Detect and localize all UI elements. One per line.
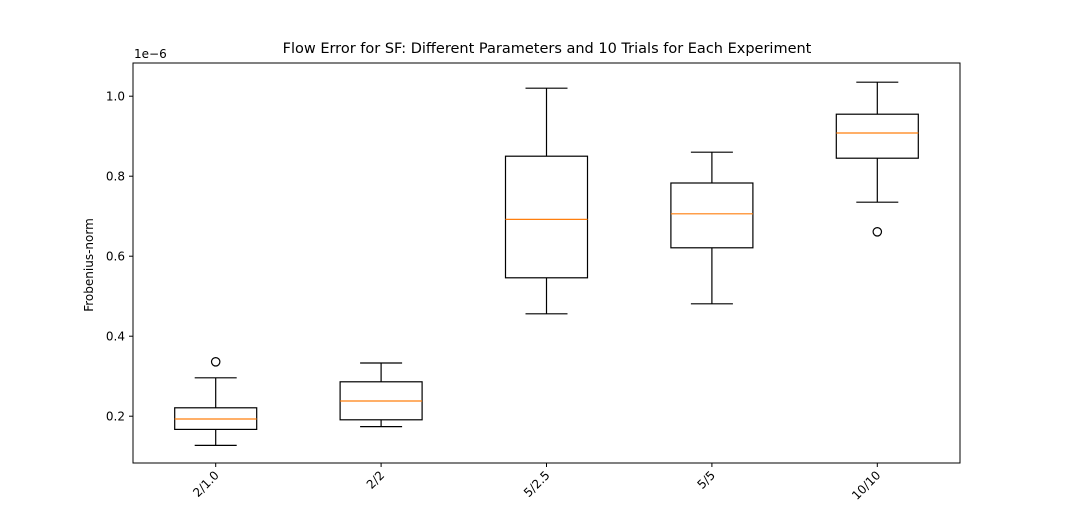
box-iqr bbox=[670, 182, 754, 249]
y-tick-label: 0.8 bbox=[106, 170, 125, 184]
y-tick-label: 0.4 bbox=[106, 330, 125, 344]
y-tick-label: 0.2 bbox=[106, 410, 125, 424]
box-iqr bbox=[835, 113, 919, 159]
chart-title: Flow Error for SF: Different Parameters … bbox=[283, 41, 812, 57]
y-tick-label: 1.0 bbox=[106, 90, 125, 104]
box-iqr bbox=[504, 155, 589, 279]
y-axis-label: Frobenius-norm bbox=[82, 218, 96, 312]
outlier-point bbox=[210, 356, 221, 367]
y-axis-offset-text: 1e−6 bbox=[134, 47, 167, 61]
y-tick-label: 0.6 bbox=[106, 250, 125, 264]
plot-frame bbox=[132, 62, 961, 464]
outlier-point bbox=[872, 227, 883, 237]
